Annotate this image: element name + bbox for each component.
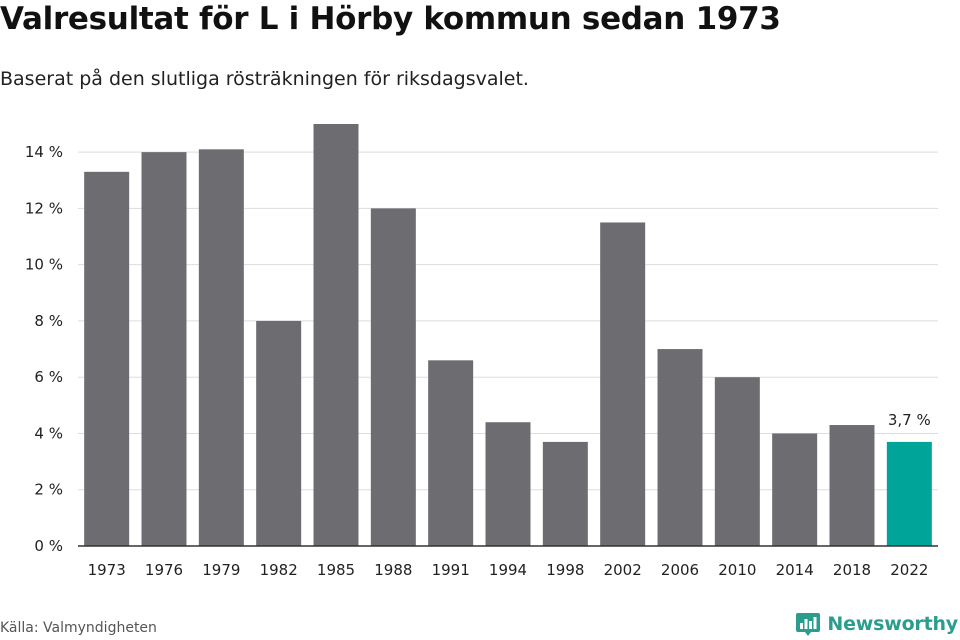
bar-1976 xyxy=(141,152,187,546)
data-labels: 3,7 % xyxy=(888,411,931,429)
bar-1988 xyxy=(370,208,416,546)
x-tick-label: 2022 xyxy=(890,561,928,579)
y-tick-label: 6 % xyxy=(34,368,63,386)
axes: 0 % 2 % 4 % 6 % 8 % 10 % 12 % 14 % 1973 1976 1979 1… xyxy=(25,143,938,579)
bar-1973 xyxy=(84,171,130,546)
y-tick-label: 12 % xyxy=(25,199,63,217)
bar-1998 xyxy=(542,441,588,546)
data-label-2022: 3,7 % xyxy=(888,411,931,429)
brand-mark: Newsworthy xyxy=(795,609,958,639)
x-tick-label: 2002 xyxy=(604,561,642,579)
brand-name: Newsworthy xyxy=(827,613,958,635)
bar-1994 xyxy=(485,422,531,546)
bar-2002 xyxy=(600,222,646,546)
bar-1991 xyxy=(428,360,474,546)
x-tick-label: 1985 xyxy=(317,561,355,579)
bar-1982 xyxy=(256,320,302,546)
x-tick-label: 2006 xyxy=(661,561,699,579)
bar-1985 xyxy=(313,124,359,546)
chart-title: Valresultat för L i Hörby kommun sedan 1… xyxy=(0,1,781,37)
x-tick-label: 1994 xyxy=(489,561,527,579)
newsworthy-logo-icon xyxy=(796,613,821,636)
x-tick-label: 1991 xyxy=(432,561,470,579)
x-tick-label: 1998 xyxy=(546,561,584,579)
x-tick-label: 1982 xyxy=(260,561,298,579)
y-tick-label: 4 % xyxy=(34,424,63,442)
x-tick-label: 2018 xyxy=(833,561,871,579)
bar-1979 xyxy=(198,149,244,546)
x-tick-label: 1976 xyxy=(145,561,183,579)
x-tick-label: 2014 xyxy=(776,561,814,579)
y-tick-label: 10 % xyxy=(25,256,63,274)
y-tick-label: 0 % xyxy=(34,537,63,555)
y-tick-label: 2 % xyxy=(34,481,63,499)
y-tick-label: 14 % xyxy=(25,143,63,161)
bar-2006 xyxy=(657,349,703,546)
y-tick-label: 8 % xyxy=(34,312,63,330)
bar-2014 xyxy=(772,433,818,546)
x-tick-label: 2010 xyxy=(718,561,756,579)
chart-subtitle: Baserat på den slutliga rösträkningen fö… xyxy=(0,68,529,90)
source-note: Källa: Valmyndigheten xyxy=(0,620,157,636)
bar-2010 xyxy=(714,377,760,546)
x-tick-label: 1973 xyxy=(88,561,126,579)
bar-2018 xyxy=(829,425,875,546)
bar-2022 xyxy=(886,441,932,546)
bars xyxy=(84,124,932,546)
x-tick-label: 1988 xyxy=(374,561,412,579)
x-tick-label: 1979 xyxy=(202,561,240,579)
